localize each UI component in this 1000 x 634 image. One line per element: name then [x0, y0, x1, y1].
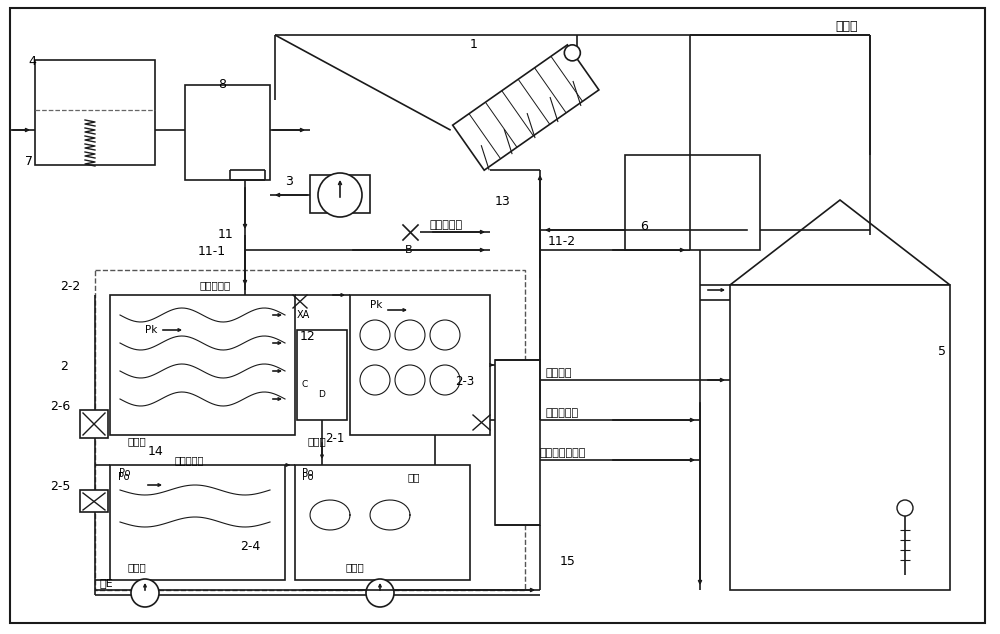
Text: 回水〈夏〉: 回水〈夏〉	[430, 220, 463, 230]
Bar	[110, 295, 295, 435]
Circle shape	[564, 45, 580, 61]
Text: 7: 7	[25, 155, 33, 168]
Text: 高压水蒸气: 高压水蒸气	[200, 280, 231, 290]
Text: 2-6: 2-6	[50, 400, 70, 413]
Text: 2-4: 2-4	[240, 540, 260, 553]
Text: 11-1: 11-1	[198, 245, 226, 258]
Bar	[80, 490, 108, 512]
Text: 接电网: 接电网	[835, 20, 858, 33]
Text: Po: Po	[118, 472, 130, 482]
Bar	[297, 330, 347, 420]
Text: 冷却水: 冷却水	[345, 562, 364, 572]
Bar	[730, 285, 950, 590]
Text: 3: 3	[285, 175, 293, 188]
Text: Po: Po	[119, 468, 130, 478]
Text: 2-5: 2-5	[50, 480, 70, 493]
Text: 稀溶液: 稀溶液	[128, 562, 147, 572]
Text: 14: 14	[148, 445, 164, 458]
Text: 冷水: 冷水	[408, 472, 420, 482]
Circle shape	[318, 173, 362, 217]
Text: 11: 11	[218, 228, 234, 241]
Bar	[495, 360, 540, 525]
Bar	[295, 465, 470, 580]
Text: C: C	[302, 380, 308, 389]
Text: 13: 13	[495, 195, 511, 208]
Text: 1: 1	[470, 38, 478, 51]
Text: 6: 6	[640, 220, 648, 233]
Text: 生活热水: 生活热水	[545, 368, 572, 378]
Text: Pk: Pk	[370, 300, 382, 310]
Circle shape	[131, 579, 159, 607]
Text: 采暖用水〈冬〉: 采暖用水〈冬〉	[540, 448, 586, 458]
Text: 12: 12	[300, 330, 316, 343]
Circle shape	[897, 500, 913, 516]
Bar	[625, 155, 760, 250]
Text: 2-2: 2-2	[60, 280, 80, 293]
Bar	[310, 175, 370, 213]
Text: 2-3: 2-3	[455, 375, 474, 388]
Text: 2: 2	[60, 360, 68, 373]
Text: 4: 4	[28, 55, 36, 68]
Text: 11-2: 11-2	[548, 235, 576, 248]
Bar	[350, 295, 490, 435]
Text: D: D	[318, 390, 325, 399]
Bar	[35, 60, 155, 165]
Bar	[185, 85, 270, 180]
Text: Po: Po	[302, 468, 314, 478]
Bar	[80, 410, 108, 438]
Text: 矢E: 矢E	[100, 578, 114, 588]
Bar	[95, 270, 525, 590]
Text: 浓溶液: 浓溶液	[128, 436, 147, 446]
Text: B: B	[405, 245, 413, 255]
Circle shape	[366, 579, 394, 607]
Text: 回水〈冬〉: 回水〈冬〉	[545, 408, 578, 418]
Bar	[110, 465, 285, 580]
Text: 15: 15	[560, 555, 576, 568]
Text: Po: Po	[302, 472, 314, 482]
Text: Pk: Pk	[145, 325, 157, 335]
Text: XA: XA	[297, 310, 310, 320]
Text: 5: 5	[938, 345, 946, 358]
Text: 8: 8	[218, 78, 226, 91]
Text: 2-1: 2-1	[325, 432, 344, 445]
Text: 冷却水: 冷却水	[308, 436, 327, 446]
Text: 低压水蒸气: 低压水蒸气	[175, 455, 204, 465]
